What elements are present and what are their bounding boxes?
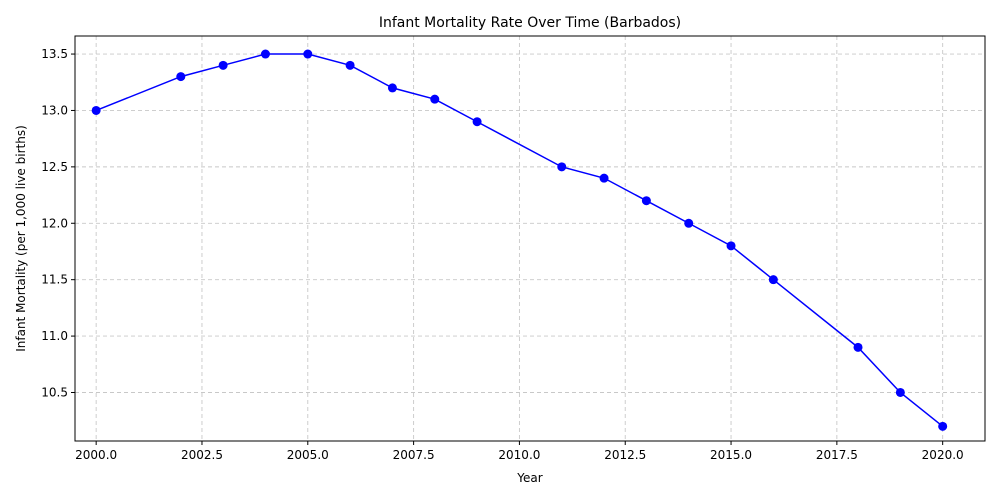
- series-line: [95, 53, 944, 427]
- data-point: [853, 342, 863, 352]
- x-tick-label: 2007.5: [393, 448, 435, 462]
- x-tick-label: 2012.5: [604, 448, 646, 462]
- x-tick-label: 2010.0: [498, 448, 540, 462]
- y-tick-label: 11.5: [41, 273, 68, 287]
- x-tick-label: 2005.0: [287, 448, 329, 462]
- data-point: [557, 162, 567, 172]
- data-point: [387, 83, 397, 93]
- y-tick-label: 10.5: [41, 385, 68, 399]
- plot-frame: [74, 35, 986, 442]
- y-axis-ticks: 10.5 11.0 11.5 12.0 12.5 13.0 13.5: [41, 47, 75, 399]
- data-point: [176, 72, 186, 82]
- x-axis-ticks: 2000.0 2002.5 2005.0 2007.5 2010.0 2012.5 2015…: [75, 441, 964, 462]
- y-tick-label: 11.0: [41, 329, 68, 343]
- data-point: [430, 94, 440, 104]
- y-tick-label: 13.0: [41, 103, 68, 117]
- series-layer: [91, 49, 948, 431]
- data-point: [768, 275, 778, 285]
- data-point: [726, 241, 736, 251]
- data-point: [938, 421, 948, 431]
- data-point: [303, 49, 313, 59]
- x-tick-label: 2000.0: [75, 448, 117, 462]
- data-point: [472, 117, 482, 127]
- x-tick-label: 2002.5: [181, 448, 223, 462]
- y-tick-label: 12.0: [41, 216, 68, 230]
- chart-title: Infant Mortality Rate Over Time (Barbado…: [379, 15, 681, 31]
- grid: [75, 36, 985, 441]
- x-tick-label: 2015.0: [710, 448, 752, 462]
- data-point: [641, 196, 651, 206]
- x-tick-label: 2020.0: [922, 448, 964, 462]
- data-point: [599, 173, 609, 183]
- x-axis-label: Year: [516, 471, 542, 485]
- y-axis-label: Infant Mortality (per 1,000 live births): [14, 125, 28, 352]
- data-point: [345, 60, 355, 70]
- x-tick-label: 2017.5: [816, 448, 858, 462]
- data-point: [895, 387, 905, 397]
- data-point: [218, 60, 228, 70]
- y-tick-label: 13.5: [41, 47, 68, 61]
- data-point: [684, 218, 694, 228]
- y-tick-label: 12.5: [41, 160, 68, 174]
- data-point: [260, 49, 270, 59]
- data-point: [91, 105, 101, 115]
